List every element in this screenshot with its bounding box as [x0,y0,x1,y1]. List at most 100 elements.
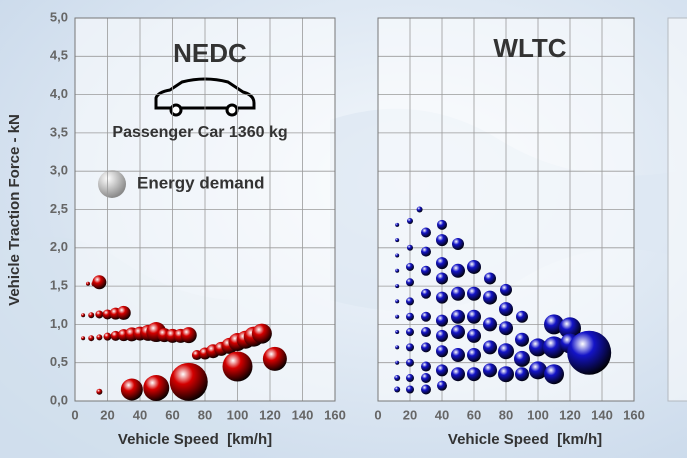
bubble [120,378,143,401]
x-tick-label: 40 [435,407,449,422]
bubble [484,272,496,285]
x-tick-label: 140 [292,407,314,422]
y-tick-label: 2,0 [50,239,68,254]
bubble [421,311,431,322]
legend-sphere [98,170,126,198]
bubble [452,237,464,250]
bubble [421,373,431,384]
bubble [436,291,448,304]
bubble [544,364,564,385]
bubble [498,343,514,360]
x-tick-label: 40 [133,407,147,422]
bubble [421,342,431,353]
bubble [395,222,400,227]
bubble [394,375,401,382]
bubble [467,309,481,324]
partial-panel [667,17,687,402]
bubble [395,268,400,273]
bubble [406,374,414,383]
bubble [88,312,95,319]
bubble [483,363,497,378]
bubble [451,309,465,324]
plot-frame [377,17,635,402]
bubble [407,217,413,224]
bubble [421,265,431,276]
bubble [451,367,465,382]
bubble [543,336,565,359]
bubble [406,278,414,287]
bubble [406,328,414,337]
y-tick-label: 4,5 [50,48,68,63]
bubble [516,310,528,323]
x-axis-label: Vehicle Speed [km/h] [118,431,272,448]
bubble [436,329,448,342]
bubble [262,346,287,371]
bubble [436,364,448,377]
x-tick-label: 80 [499,407,513,422]
x-tick-label: 60 [165,407,179,422]
bubble [467,367,481,382]
bubble [499,302,513,317]
bubble [406,312,414,321]
bubble [251,323,272,344]
bubble [483,340,497,355]
x-tick-label: 160 [623,407,645,422]
chart-title: NEDC [173,38,247,68]
bubble [567,330,612,375]
car-icon [154,77,256,117]
bubble [436,345,448,358]
bubble [395,360,400,365]
bubble [500,283,512,296]
bubble [86,281,90,286]
x-tick-label: 120 [559,407,581,422]
bubble [421,246,431,257]
bubble [451,286,465,301]
bubble [406,343,414,352]
bubble [169,362,208,401]
bubble [467,348,481,363]
bubble [421,227,431,238]
bubble [395,284,400,289]
x-axis-label: Vehicle Speed [km/h] [448,431,602,448]
bubble [436,234,448,247]
bubble [81,336,86,341]
bubble [514,350,530,367]
y-tick-label: 1,0 [50,316,68,331]
bubble [395,330,400,335]
bubble [92,275,107,290]
bubble [421,384,431,395]
bubble [407,244,413,251]
bubble [436,314,448,327]
bubble [96,334,103,341]
bubble [96,388,103,395]
bubble [406,358,414,367]
bubble [529,338,547,357]
bubble [451,348,465,363]
bubble [395,238,400,243]
x-tick-label: 80 [198,407,212,422]
bubble [143,374,170,401]
bubble [406,262,414,271]
bubble [498,366,514,383]
annotation: Passenger Car 1360 kg [112,124,287,141]
bubble [559,317,581,340]
bubble [103,332,112,341]
x-tick-label: 160 [324,407,346,422]
bubble [499,321,513,336]
bubble [483,290,497,305]
bubble [515,367,529,382]
y-tick-label: 0,5 [50,354,68,369]
bubble [467,259,481,274]
bubble [421,288,431,299]
bubble [88,335,95,342]
x-tick-label: 100 [227,407,249,422]
y-tick-label: 2,5 [50,201,68,216]
y-tick-label: 0,0 [50,392,68,407]
bubble [436,257,448,270]
y-tick-label: 3,5 [50,124,68,139]
x-tick-label: 20 [403,407,417,422]
bubble [421,327,431,338]
bubble [467,286,481,301]
bubble [515,332,529,347]
x-tick-label: 60 [467,407,481,422]
